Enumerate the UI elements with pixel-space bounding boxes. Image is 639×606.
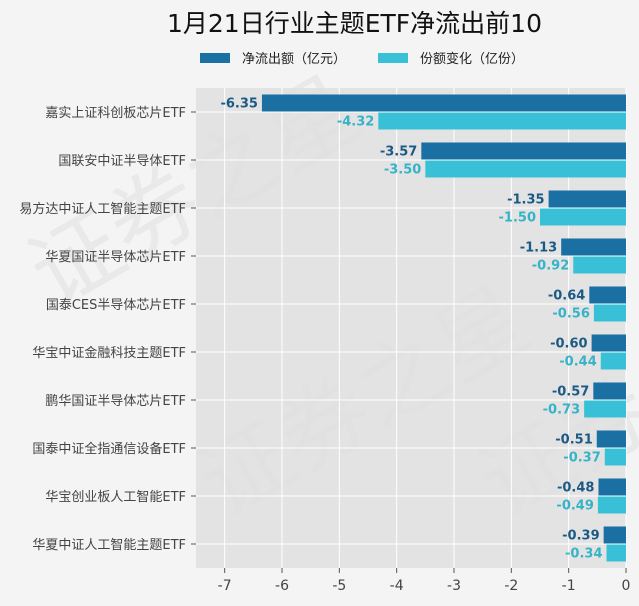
- data-label: -0.51: [555, 433, 592, 448]
- legend-swatch: [200, 52, 230, 63]
- bar-share-change: [604, 448, 626, 466]
- x-tick-label: -4: [390, 578, 404, 594]
- category-label: 国泰中证全指通信设备ETF: [32, 441, 186, 457]
- category-label: 嘉实上证科创板芯片ETF: [45, 106, 186, 121]
- category-label: 华宝中证金融科技主题ETF: [32, 345, 186, 361]
- category-label: 鹏华国证半导体芯片ETF: [45, 394, 186, 409]
- category-label: 国联安中证半导体ETF: [58, 154, 186, 169]
- bar-share-change: [593, 304, 626, 322]
- x-tick-label: 0: [622, 578, 631, 594]
- data-label: -6.35: [220, 97, 257, 112]
- bar-net-outflow: [598, 478, 626, 496]
- category-label: 华夏中证人工智能主题ETF: [32, 538, 186, 553]
- bar-net-outflow: [593, 382, 626, 400]
- data-label: -0.34: [565, 547, 602, 562]
- bar-net-outflow: [589, 286, 626, 304]
- bar-net-outflow: [421, 142, 626, 160]
- x-tick-label: -2: [504, 578, 518, 594]
- x-tick-label: -1: [562, 578, 576, 594]
- legend-label: 份额变化（亿份）: [420, 52, 525, 67]
- chart-title: 1月21日行业主题ETF净流出前10: [167, 9, 542, 38]
- x-tick-label: -7: [218, 578, 232, 594]
- bar-share-change: [597, 496, 626, 514]
- legend-item-share-change: 份额变化（亿份）: [378, 48, 524, 67]
- data-label: -0.60: [550, 337, 587, 352]
- x-tick-label: -3: [447, 578, 461, 594]
- category-label: 国泰CES半导体芯片ETF: [46, 298, 186, 313]
- bar-net-outflow: [603, 526, 626, 544]
- bar-net-outflow: [596, 430, 626, 448]
- legend-item-net-outflow: 净流出额（亿元）: [200, 48, 346, 67]
- data-label: -1.50: [499, 211, 536, 226]
- data-label: -0.57: [552, 385, 589, 400]
- data-label: -0.73: [543, 403, 580, 418]
- data-label: -0.37: [563, 451, 600, 466]
- bar-share-change: [606, 544, 626, 562]
- category-label: 华夏国证半导体芯片ETF: [45, 250, 186, 265]
- bar-share-change: [584, 400, 626, 418]
- bar-share-change: [378, 112, 626, 130]
- data-label: -1.35: [507, 193, 544, 208]
- category-label: 易方达中证人工智能主题ETF: [19, 201, 186, 217]
- data-label: -3.57: [380, 145, 417, 160]
- data-label: -0.44: [559, 355, 596, 370]
- bar-share-change: [425, 160, 626, 178]
- data-label: -0.48: [557, 481, 594, 496]
- data-label: -3.50: [384, 163, 421, 178]
- data-label: -0.49: [556, 499, 593, 514]
- legend-swatch: [378, 52, 408, 63]
- data-label: -0.39: [562, 529, 599, 544]
- bar-net-outflow: [591, 334, 626, 352]
- data-label: -0.92: [532, 259, 569, 274]
- data-label: -1.13: [520, 241, 557, 256]
- bar-net-outflow: [561, 238, 626, 256]
- x-tick-label: -6: [275, 578, 289, 594]
- bar-share-change: [573, 256, 626, 274]
- data-label: -0.64: [548, 289, 585, 304]
- category-label: 华宝创业板人工智能ETF: [45, 490, 186, 505]
- legend-label: 净流出额（亿元）: [242, 52, 347, 67]
- bar-net-outflow: [261, 94, 626, 112]
- data-label: -4.32: [337, 115, 374, 130]
- bar-net-outflow: [548, 190, 626, 208]
- bar-share-change: [540, 208, 626, 226]
- data-label: -0.56: [552, 307, 589, 322]
- bar-share-change: [600, 352, 626, 370]
- x-tick-label: -5: [332, 578, 346, 594]
